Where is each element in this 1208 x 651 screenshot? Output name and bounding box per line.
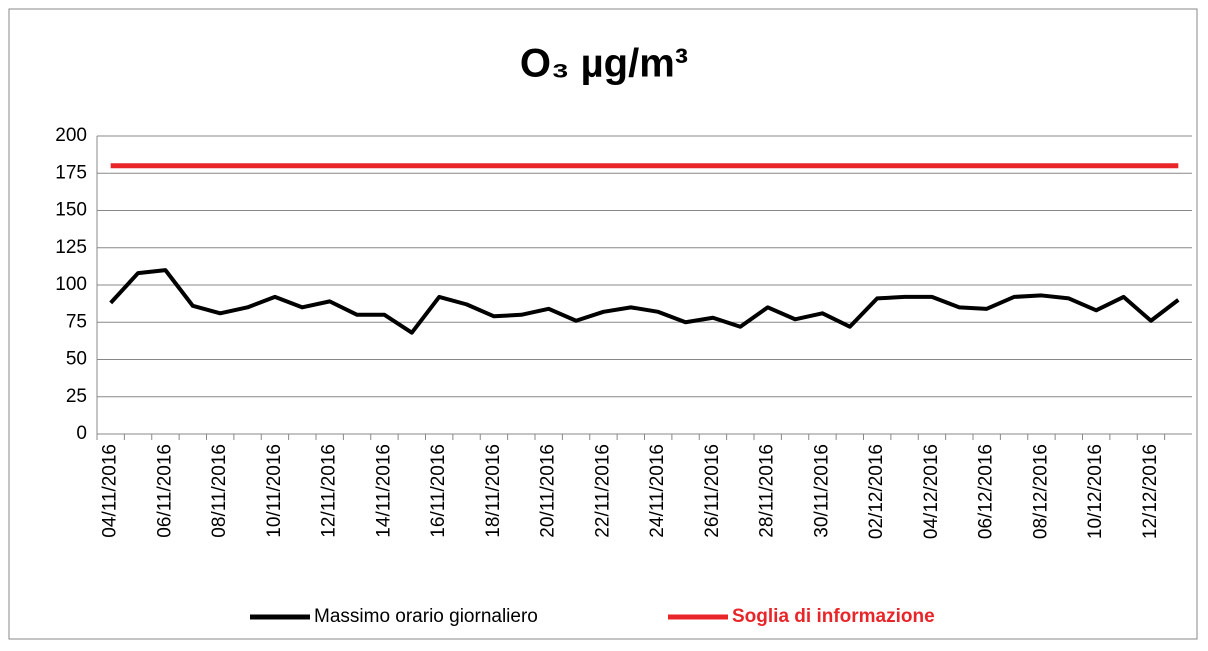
x-tick-label: 16/11/2016 xyxy=(428,444,449,538)
x-tick-label: 18/11/2016 xyxy=(483,444,504,538)
legend-label: Soglia di informazione xyxy=(732,606,935,627)
x-tick-label: 30/11/2016 xyxy=(811,444,832,538)
y-tick-label: 25 xyxy=(66,386,87,407)
y-tick-label: 125 xyxy=(55,237,87,258)
chart-border xyxy=(8,8,1198,640)
x-tick-label: 28/11/2016 xyxy=(757,444,778,538)
x-tick-label: 20/11/2016 xyxy=(538,444,559,538)
x-tick-label: 06/12/2016 xyxy=(976,444,997,539)
legend-label: Massimo orario giornaliero xyxy=(314,606,538,627)
y-tick-label: 75 xyxy=(66,311,87,332)
x-tick-label: 14/11/2016 xyxy=(373,444,394,538)
x-tick-label: 22/11/2016 xyxy=(592,444,613,538)
data-line xyxy=(109,268,1180,335)
x-tick-label: 12/11/2016 xyxy=(319,444,340,538)
x-tick-label: 04/12/2016 xyxy=(921,444,942,539)
x-tick-label: 04/11/2016 xyxy=(100,444,121,538)
x-tick-label: 26/11/2016 xyxy=(702,444,723,538)
y-tick-label: 200 xyxy=(55,125,87,146)
y-tick-label: 150 xyxy=(55,200,87,221)
chart-title: O₃ µg/m³ xyxy=(520,42,688,86)
y-tick-label: 0 xyxy=(76,423,87,444)
x-tick-label: 24/11/2016 xyxy=(647,444,668,538)
x-tick-label: 08/11/2016 xyxy=(209,444,230,538)
y-tick-label: 50 xyxy=(66,349,87,370)
x-tick-label: 08/12/2016 xyxy=(1030,444,1051,539)
y-tick-label: 100 xyxy=(55,274,87,295)
x-tick-label: 10/12/2016 xyxy=(1085,444,1106,539)
x-tick-label: 02/12/2016 xyxy=(866,444,887,539)
y-tick-label: 175 xyxy=(55,162,87,183)
x-tick-label: 10/11/2016 xyxy=(264,444,285,538)
x-tick-label: 12/12/2016 xyxy=(1140,444,1161,539)
x-tick-label: 06/11/2016 xyxy=(154,444,175,538)
